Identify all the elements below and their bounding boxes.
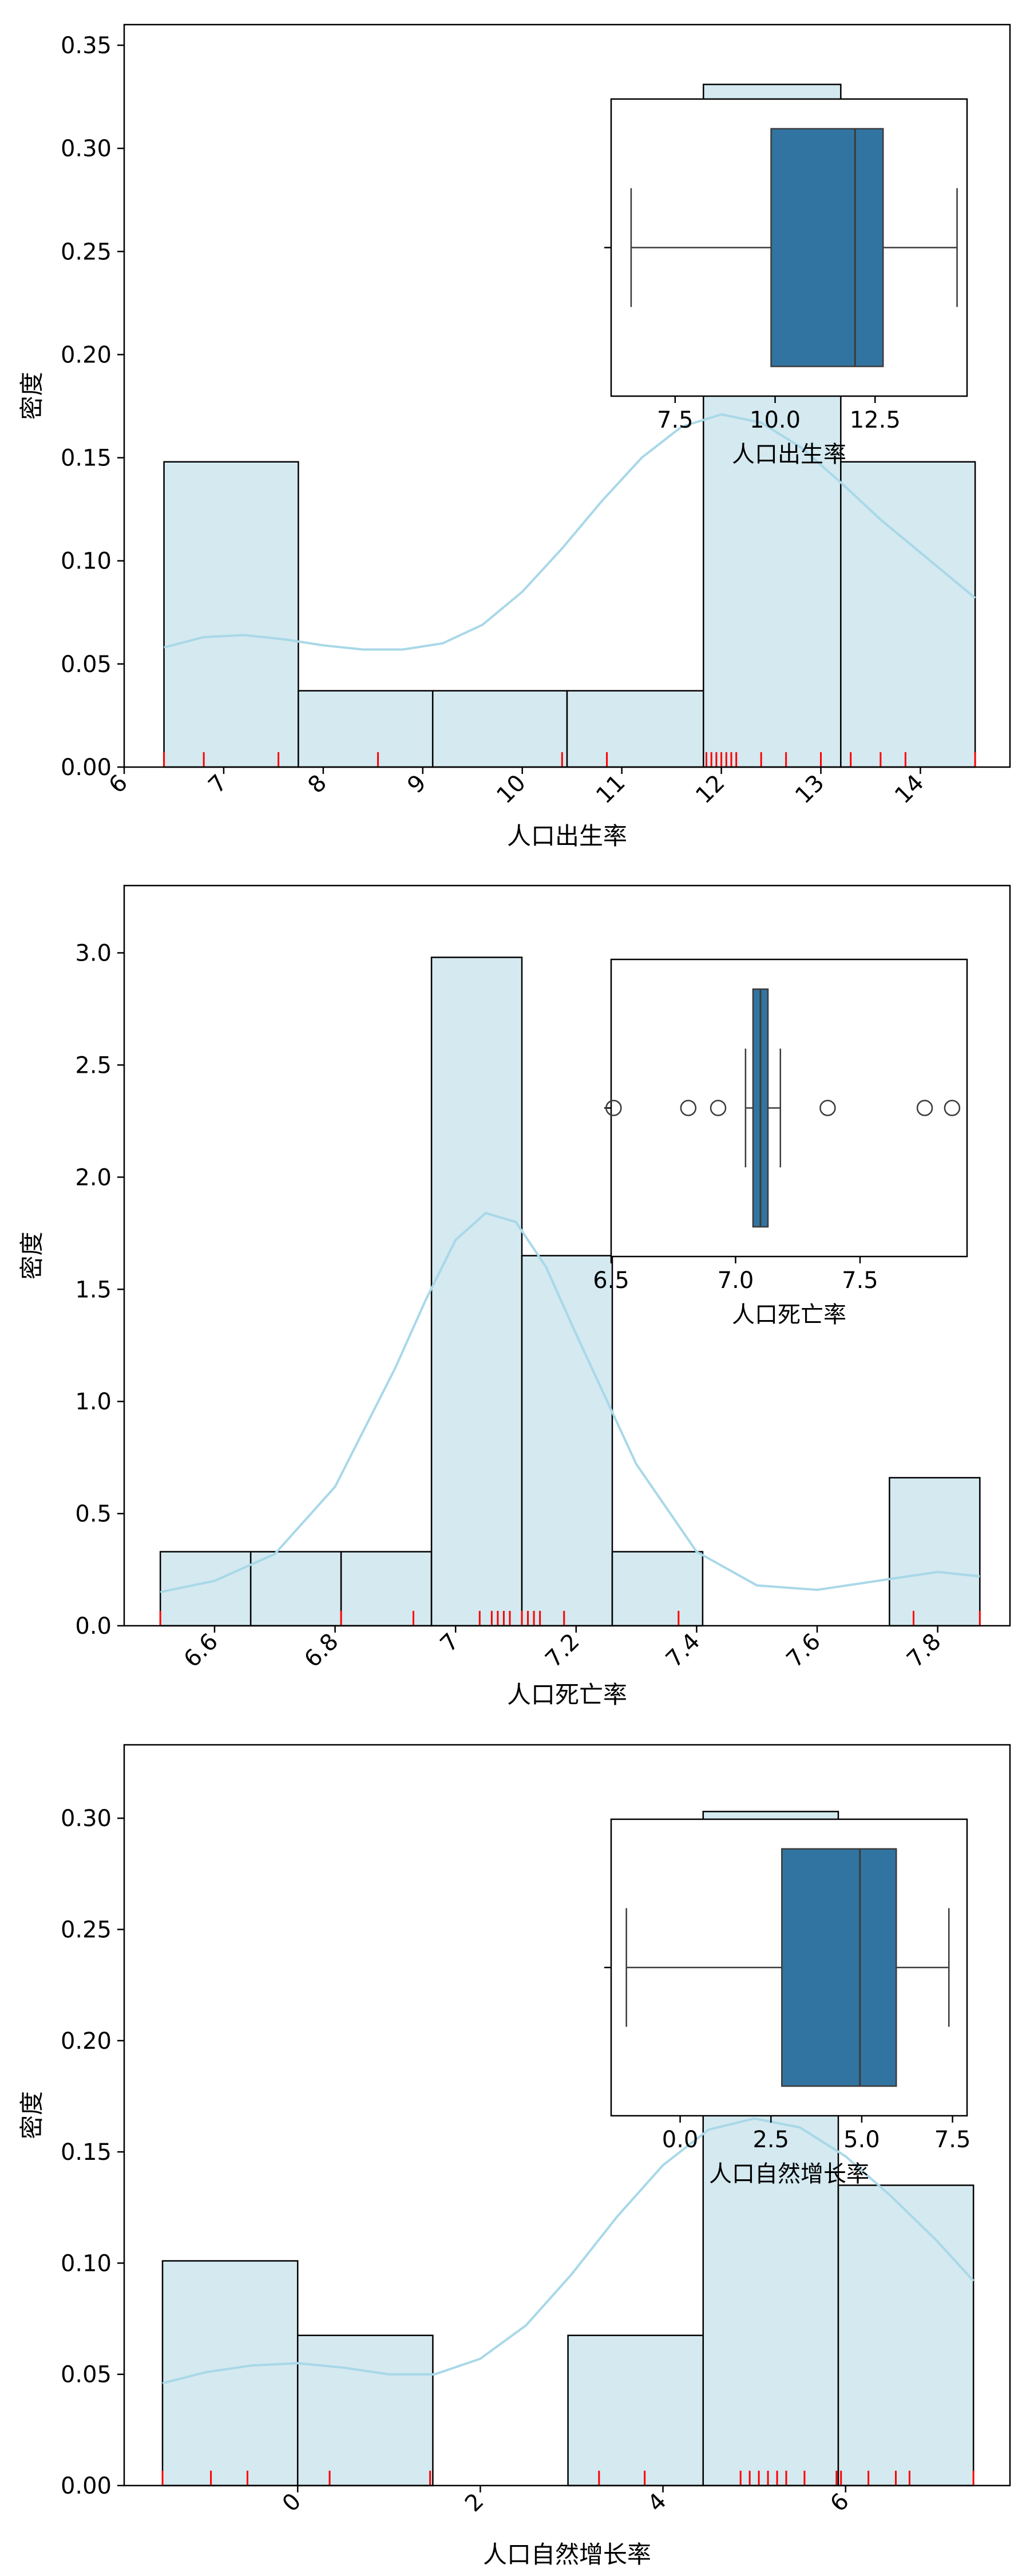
- kde-curve: [160, 1211, 980, 1594]
- histogram-bar: [889, 1477, 981, 1627]
- y-tick-label: 0.05: [61, 651, 112, 678]
- chart-panel-2: 0.0 0.5 1.0 1.5 2.0 2.5 3.0 6.6 6.8 7 7.2 7.4 7.6 7.8…: [18, 884, 1011, 1709]
- axes-frame: [123, 23, 1011, 768]
- x-tick-label: 9: [402, 770, 431, 799]
- histogram-bar: [566, 690, 704, 768]
- y-tick-label: 1.5: [75, 1277, 112, 1303]
- y-tick-label: 1.0: [75, 1389, 112, 1415]
- inset-x-axis-label: 人口自然增长率: [709, 2161, 869, 2187]
- y-tick-label: 0.20: [61, 2028, 112, 2055]
- x-axis-label: 人口出生率: [507, 822, 627, 850]
- y-tick-label: 0.15: [61, 445, 112, 472]
- axes-frame: [123, 884, 1011, 1627]
- x-tick-label: 6: [825, 2488, 854, 2518]
- inset-x-tick-label: 10.0: [750, 407, 801, 433]
- boxplot-outlier: [680, 1100, 697, 1116]
- histogram-bar: [161, 2260, 299, 2487]
- histogram-bar: [430, 957, 523, 1627]
- histogram-bar: [431, 690, 568, 768]
- histogram-bar: [298, 690, 434, 768]
- y-tick-label: 0.30: [61, 136, 112, 162]
- inset-x-tick-label: 7.5: [842, 1267, 878, 1294]
- x-axis-label: 人口死亡率: [507, 1681, 627, 1709]
- x-tick-label: 7.4: [661, 1629, 706, 1673]
- histogram-bar: [163, 461, 299, 768]
- y-tick-label: 0.0: [75, 1613, 112, 1639]
- inset-x-axis-label: 人口出生率: [732, 441, 846, 468]
- y-axis-label: 密度: [18, 372, 46, 420]
- boxplot-outlier: [710, 1100, 727, 1116]
- histogram-bar: [521, 1255, 613, 1627]
- x-tick-label: 6.8: [299, 1629, 344, 1673]
- boxplot-outlier: [944, 1100, 961, 1116]
- x-tick-label: 4: [643, 2488, 672, 2518]
- y-tick-label: 0.00: [61, 2473, 112, 2499]
- x-tick-label: 7.6: [782, 1629, 826, 1673]
- boxplot-box: [781, 1848, 897, 2087]
- y-tick-label: 0.25: [61, 1917, 112, 1943]
- inset-boxplot: 6.5 7.0 7.5 人口死亡率: [593, 958, 968, 1328]
- inset-x-tick-label: 7.5: [934, 2127, 971, 2153]
- y-tick-label: 0.25: [61, 239, 112, 265]
- inset-x-tick-label: 7.5: [657, 407, 694, 433]
- boxplot-outlier: [605, 1100, 622, 1116]
- y-axis-label: 密度: [18, 1231, 46, 1279]
- histogram-bar: [340, 1551, 433, 1627]
- inset-x-axis-label: 人口死亡率: [732, 1302, 846, 1328]
- histogram-bar: [840, 461, 976, 768]
- y-tick-label: 0.05: [61, 2362, 112, 2388]
- x-tick-label: 2: [460, 2488, 489, 2518]
- kde-curve: [164, 413, 976, 651]
- inset-x-tick-label: 2.5: [752, 2127, 789, 2153]
- y-tick-label: 3.0: [75, 941, 112, 967]
- histogram-bar: [296, 2334, 434, 2487]
- inset-x-tick-label: 5.0: [843, 2127, 880, 2153]
- x-tick-label: 12: [691, 770, 730, 809]
- inset-frame: [610, 958, 968, 1258]
- inset-x-tick-label: 0.0: [662, 2127, 699, 2153]
- inset-x-tick-label: 6.5: [593, 1267, 629, 1294]
- chart-panel-3: 0.00 0.05 0.10 0.15 0.20 0.25 0.30 0 2 4 6 人口自然增长率 密…: [18, 1744, 1011, 2569]
- y-tick-label: 0.10: [61, 2250, 112, 2277]
- histogram-bar: [249, 1551, 342, 1627]
- x-tick-label: 7: [203, 770, 232, 799]
- y-tick-label: 0.30: [61, 1805, 112, 1832]
- histogram-bar: [567, 2334, 704, 2487]
- x-tick-label: 0: [278, 2488, 307, 2518]
- inset-x-tick-label: 7.0: [718, 1267, 754, 1294]
- boxplot-box: [770, 128, 884, 368]
- y-axis-label: 密度: [18, 2091, 46, 2139]
- histogram-bar: [611, 1551, 704, 1627]
- y-tick-label: 0.35: [61, 33, 112, 59]
- x-axis-label: 人口自然增长率: [483, 2541, 651, 2569]
- boxplot-outlier: [819, 1100, 836, 1116]
- x-tick-label: 14: [890, 770, 929, 809]
- x-tick-label: 11: [591, 770, 631, 809]
- y-tick-label: 2.0: [75, 1164, 112, 1191]
- y-tick-label: 0.20: [61, 342, 112, 368]
- y-tick-label: 2.5: [75, 1052, 112, 1078]
- x-tick-label: 7.2: [540, 1629, 585, 1673]
- x-tick-label: 7.8: [902, 1629, 946, 1673]
- chart-panel-1: 0.000.050.100.150.200.250.300.356 7 8 9 10 11…: [18, 23, 1011, 850]
- y-tick-label: 0.00: [61, 754, 112, 781]
- kde-curve: [162, 2117, 974, 2385]
- x-tick-label: 13: [790, 770, 830, 809]
- histogram-bar: [837, 2184, 974, 2487]
- y-tick-label: 0.15: [61, 2139, 112, 2166]
- axes-frame: [123, 1744, 1011, 2487]
- y-tick-label: 0.5: [75, 1501, 112, 1527]
- x-tick-label: 6.6: [179, 1629, 224, 1673]
- boxplot-outlier: [916, 1100, 933, 1116]
- inset-boxplot: 0.0 2.5 5.0 7.5 人口自然增长率: [604, 1818, 971, 2187]
- inset-x-tick-label: 12.5: [850, 407, 901, 433]
- x-tick-label: 8: [303, 770, 332, 799]
- x-tick-label: 10: [492, 770, 531, 809]
- y-tick-label: 0.10: [61, 548, 112, 575]
- x-tick-label: 7: [435, 1629, 465, 1658]
